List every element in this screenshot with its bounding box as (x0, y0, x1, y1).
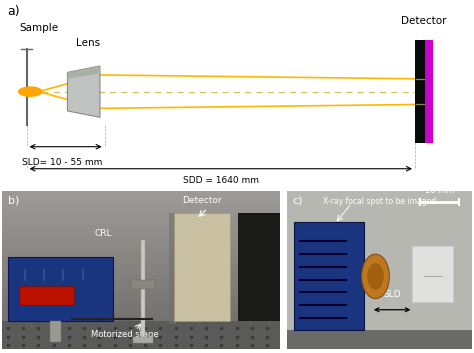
Text: Lens: Lens (76, 37, 100, 48)
Text: CRL: CRL (95, 229, 112, 238)
Text: 10 mm: 10 mm (425, 186, 454, 195)
Bar (412, 246, 453, 302)
Bar (8, 257, 113, 321)
Text: a): a) (7, 5, 20, 18)
Bar (169, 213, 176, 324)
Text: Sample: Sample (19, 23, 59, 33)
Bar (287, 330, 472, 349)
Text: Detector: Detector (401, 16, 447, 25)
Bar (2, 321, 280, 349)
Ellipse shape (362, 254, 389, 299)
Bar (133, 337, 154, 343)
Bar (19, 286, 74, 305)
Bar (415, 40, 425, 143)
Ellipse shape (367, 263, 384, 290)
Text: SLD: SLD (383, 290, 401, 299)
Bar (49, 321, 61, 342)
Circle shape (18, 87, 42, 96)
Bar (131, 280, 155, 289)
Text: SLD= 10 - 55 mm: SLD= 10 - 55 mm (22, 158, 102, 167)
Text: b): b) (8, 196, 19, 205)
Text: c): c) (292, 196, 303, 205)
Text: Detector: Detector (182, 196, 222, 205)
Bar (174, 213, 230, 321)
Text: SDD = 1640 mm: SDD = 1640 mm (183, 176, 259, 185)
Bar (238, 213, 280, 321)
Bar (425, 40, 433, 143)
Bar (294, 222, 365, 330)
Polygon shape (67, 66, 100, 79)
Text: X-ray focal spot to be imaged: X-ray focal spot to be imaged (323, 197, 436, 206)
Polygon shape (67, 66, 100, 117)
Bar (141, 240, 145, 343)
Text: Motorized stage: Motorized stage (91, 330, 158, 339)
